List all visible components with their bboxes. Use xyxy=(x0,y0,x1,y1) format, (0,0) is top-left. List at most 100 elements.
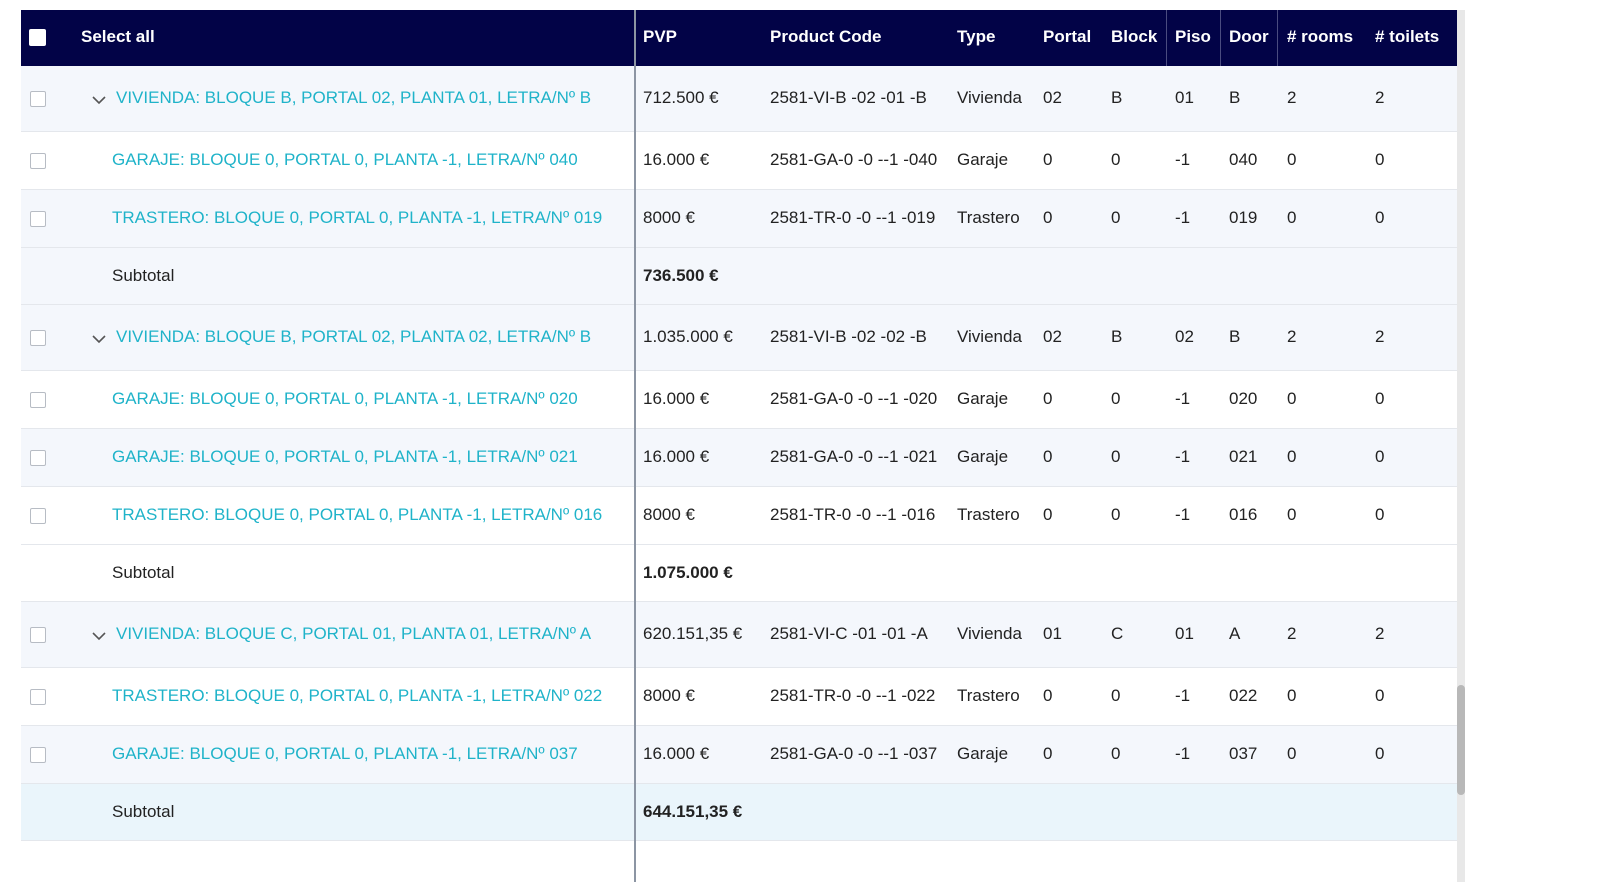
group-title-link[interactable]: VIVIENDA: BLOQUE B, PORTAL 02, PLANTA 01… xyxy=(116,88,592,107)
item-title-link[interactable]: GARAJE: BLOQUE 0, PORTAL 0, PLANTA -1, L… xyxy=(112,150,578,169)
cell-door: B xyxy=(1229,327,1241,346)
cell-block: 0 xyxy=(1111,505,1121,524)
cell-type: Trastero xyxy=(957,208,1020,227)
cell-block: B xyxy=(1111,327,1123,346)
chevron-down-icon[interactable] xyxy=(90,91,108,109)
column-header-piso[interactable]: Piso xyxy=(1175,27,1211,46)
column-header-portal[interactable]: Portal xyxy=(1043,27,1092,46)
cell-piso: -1 xyxy=(1175,389,1191,408)
vertical-scrollbar-thumb[interactable] xyxy=(1457,685,1465,795)
cell-portal: 0 xyxy=(1043,505,1053,524)
cell-product-code: 2581-GA-0 -0 --1 -021 xyxy=(770,447,938,466)
column-header-door[interactable]: Door xyxy=(1229,27,1269,46)
cell-toilets: 2 xyxy=(1375,624,1385,643)
row-checkbox[interactable] xyxy=(30,689,46,705)
cell-piso: -1 xyxy=(1175,686,1191,705)
group-title-link[interactable]: VIVIENDA: BLOQUE C, PORTAL 01, PLANTA 01… xyxy=(116,624,592,643)
cell-portal: 0 xyxy=(1043,208,1053,227)
cell-block: 0 xyxy=(1111,208,1121,227)
cell-block: 0 xyxy=(1111,389,1121,408)
row-checkbox[interactable] xyxy=(30,211,46,227)
cell-door: B xyxy=(1229,88,1241,107)
table-row[interactable]: GARAJE: BLOQUE 0, PORTAL 0, PLANTA -1, L… xyxy=(21,429,1457,487)
cell-pvp: 8000 € xyxy=(643,686,695,705)
column-separator xyxy=(1166,10,1167,66)
table-row[interactable]: TRASTERO: BLOQUE 0, PORTAL 0, PLANTA -1,… xyxy=(21,487,1457,545)
product-grid: Select all PVP Product Code Type Portal … xyxy=(21,10,1457,882)
item-title-link[interactable]: GARAJE: BLOQUE 0, PORTAL 0, PLANTA -1, L… xyxy=(112,744,578,763)
cell-piso: -1 xyxy=(1175,505,1191,524)
subtotal-row: Subtotal 1.075.000 € xyxy=(21,545,1457,602)
row-checkbox[interactable] xyxy=(30,508,46,524)
cell-door: A xyxy=(1229,624,1241,643)
column-header-block[interactable]: Block xyxy=(1111,27,1158,46)
group-title-link[interactable]: VIVIENDA: BLOQUE B, PORTAL 02, PLANTA 02… xyxy=(116,327,592,346)
item-title-link[interactable]: TRASTERO: BLOQUE 0, PORTAL 0, PLANTA -1,… xyxy=(112,208,603,227)
cell-type: Vivienda xyxy=(957,88,1022,107)
row-checkbox[interactable] xyxy=(30,747,46,763)
cell-door: 016 xyxy=(1229,505,1258,524)
cell-toilets: 0 xyxy=(1375,389,1385,408)
cell-portal: 0 xyxy=(1043,447,1053,466)
cell-type: Trastero xyxy=(957,505,1020,524)
subtotal-value: 1.075.000 € xyxy=(643,563,733,582)
cell-block: C xyxy=(1111,624,1124,643)
column-header-type[interactable]: Type xyxy=(957,27,996,46)
grid-header: Select all PVP Product Code Type Portal … xyxy=(21,10,1457,66)
pinned-column-divider xyxy=(634,10,636,882)
cell-rooms: 0 xyxy=(1287,389,1297,408)
cell-rooms: 2 xyxy=(1287,327,1297,346)
cell-block: 0 xyxy=(1111,150,1121,169)
cell-product-code: 2581-TR-0 -0 --1 -022 xyxy=(770,686,936,705)
subtotal-value: 644.151,35 € xyxy=(643,802,743,821)
cell-piso: -1 xyxy=(1175,447,1191,466)
cell-product-code: 2581-GA-0 -0 --1 -020 xyxy=(770,389,938,408)
select-all-checkbox[interactable] xyxy=(29,29,46,46)
table-row[interactable]: GARAJE: BLOQUE 0, PORTAL 0, PLANTA -1, L… xyxy=(21,132,1457,190)
cell-pvp: 712.500 € xyxy=(643,88,719,107)
table-row[interactable]: TRASTERO: BLOQUE 0, PORTAL 0, PLANTA -1,… xyxy=(21,668,1457,726)
item-title-link[interactable]: TRASTERO: BLOQUE 0, PORTAL 0, PLANTA -1,… xyxy=(112,686,603,705)
cell-rooms: 0 xyxy=(1287,150,1297,169)
column-header-pvp[interactable]: PVP xyxy=(643,27,678,46)
group-parent-row[interactable]: VIVIENDA: BLOQUE B, PORTAL 02, PLANTA 01… xyxy=(21,66,1457,132)
row-checkbox[interactable] xyxy=(30,330,46,346)
cell-type: Garaje xyxy=(957,744,1009,763)
cell-type: Garaje xyxy=(957,150,1009,169)
cell-door: 021 xyxy=(1229,447,1258,466)
table-row[interactable]: GARAJE: BLOQUE 0, PORTAL 0, PLANTA -1, L… xyxy=(21,726,1457,784)
cell-portal: 01 xyxy=(1043,624,1062,643)
cell-door: 037 xyxy=(1229,744,1258,763)
column-header-rooms[interactable]: # rooms xyxy=(1287,27,1354,46)
group-parent-row[interactable]: VIVIENDA: BLOQUE C, PORTAL 01, PLANTA 01… xyxy=(21,602,1457,668)
row-checkbox[interactable] xyxy=(30,627,46,643)
cell-product-code: 2581-VI-C -01 -01 -A xyxy=(770,624,928,643)
row-checkbox[interactable] xyxy=(30,91,46,107)
cell-piso: 01 xyxy=(1175,88,1194,107)
cell-piso: -1 xyxy=(1175,208,1191,227)
table-row[interactable]: GARAJE: BLOQUE 0, PORTAL 0, PLANTA -1, L… xyxy=(21,371,1457,429)
item-title-link[interactable]: TRASTERO: BLOQUE 0, PORTAL 0, PLANTA -1,… xyxy=(112,505,603,524)
column-header-product-code[interactable]: Product Code xyxy=(770,27,882,46)
column-header-toilets[interactable]: # toilets xyxy=(1375,27,1440,46)
cell-portal: 02 xyxy=(1043,88,1062,107)
item-title-link[interactable]: GARAJE: BLOQUE 0, PORTAL 0, PLANTA -1, L… xyxy=(112,447,578,466)
table-row[interactable]: TRASTERO: BLOQUE 0, PORTAL 0, PLANTA -1,… xyxy=(21,190,1457,248)
subtotal-label: Subtotal xyxy=(112,266,175,285)
row-checkbox[interactable] xyxy=(30,392,46,408)
cell-toilets: 0 xyxy=(1375,744,1385,763)
cell-rooms: 0 xyxy=(1287,447,1297,466)
group-parent-row[interactable]: VIVIENDA: BLOQUE B, PORTAL 02, PLANTA 02… xyxy=(21,305,1457,371)
cell-pvp: 16.000 € xyxy=(643,389,710,408)
column-separator xyxy=(1277,10,1278,66)
item-title-link[interactable]: GARAJE: BLOQUE 0, PORTAL 0, PLANTA -1, L… xyxy=(112,389,578,408)
chevron-down-icon[interactable] xyxy=(90,330,108,348)
row-checkbox[interactable] xyxy=(30,450,46,466)
chevron-down-icon[interactable] xyxy=(90,627,108,645)
cell-block: 0 xyxy=(1111,686,1121,705)
row-checkbox[interactable] xyxy=(30,153,46,169)
vertical-scrollbar-track[interactable] xyxy=(1457,10,1465,882)
cell-toilets: 0 xyxy=(1375,686,1385,705)
cell-pvp: 1.035.000 € xyxy=(643,327,733,346)
subtotal-label: Subtotal xyxy=(112,802,175,821)
